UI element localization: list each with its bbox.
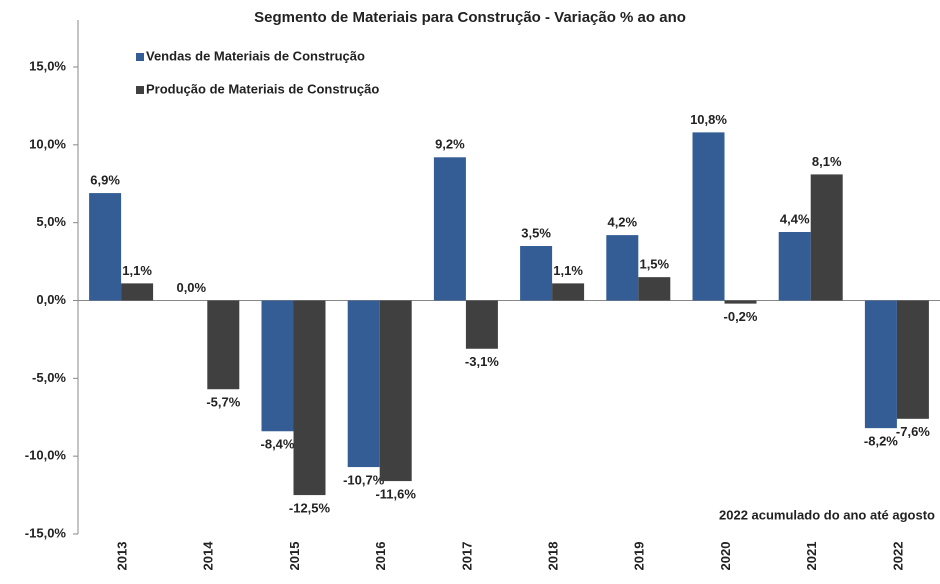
bar (465, 300, 498, 349)
bar (638, 277, 671, 301)
y-tick-label: 5,0% (36, 214, 66, 229)
bar (778, 232, 811, 301)
x-tick-label: 2022 (890, 542, 905, 571)
value-label: -12,5% (289, 501, 331, 516)
bar (864, 300, 897, 429)
bar (810, 174, 843, 301)
legend-label: Produção de Materiais de Construção (146, 81, 379, 96)
legend-label: Vendas de Materiais de Construção (146, 48, 365, 63)
bar (552, 283, 585, 301)
value-label: 3,5% (521, 225, 551, 240)
bar (606, 235, 639, 301)
bar (692, 132, 725, 301)
y-tick-label: 0,0% (36, 292, 66, 307)
y-tick-label: 15,0% (29, 58, 66, 73)
x-tick-label: 2016 (373, 542, 388, 571)
bar (724, 300, 757, 304)
bar (121, 283, 154, 301)
x-tick-label: 2013 (115, 542, 130, 571)
x-tick-label: 2020 (718, 542, 733, 571)
value-label: -0,2% (724, 309, 758, 324)
x-tick-label: 2018 (546, 542, 561, 571)
bar (89, 193, 122, 301)
bar (896, 300, 929, 419)
bar (379, 300, 412, 482)
value-label: 0,0% (176, 280, 206, 295)
chart-title: Segmento de Materiais para Construção - … (254, 9, 686, 26)
x-tick-label: 2019 (632, 542, 647, 571)
value-label: 1,5% (639, 257, 669, 272)
x-tick-label: 2015 (287, 542, 302, 571)
x-tick-label: 2014 (201, 541, 216, 571)
value-label: 8,1% (812, 154, 842, 169)
legend-swatch (136, 86, 144, 94)
bar (207, 300, 240, 390)
value-label: 1,1% (122, 263, 152, 278)
x-tick-label: 2021 (804, 542, 819, 571)
bar (520, 246, 553, 301)
value-label: 4,4% (780, 211, 810, 226)
x-tick-label: 2017 (459, 542, 474, 571)
y-tick-label: -15,0% (25, 525, 67, 540)
value-label: 10,8% (690, 112, 727, 127)
value-label: 6,9% (90, 173, 120, 188)
annotation: 2022 acumulado do ano até agosto (719, 507, 935, 522)
bar (293, 300, 326, 496)
legend-swatch (136, 53, 144, 61)
value-label: 4,2% (607, 215, 637, 230)
value-label: -8,4% (261, 437, 295, 452)
value-label: -7,6% (896, 424, 930, 439)
value-label: -10,7% (343, 473, 385, 488)
y-tick-label: 10,0% (29, 136, 66, 151)
bar (433, 157, 466, 301)
value-label: 9,2% (435, 137, 465, 152)
y-tick-label: -10,0% (25, 448, 67, 463)
value-label: -3,1% (465, 354, 499, 369)
y-tick-label: -5,0% (32, 370, 66, 385)
value-label: -8,2% (864, 434, 898, 449)
bar (347, 300, 380, 468)
bar (261, 300, 294, 432)
value-label: 1,1% (553, 263, 583, 278)
value-label: -5,7% (206, 395, 240, 410)
value-label: -11,6% (375, 487, 416, 502)
